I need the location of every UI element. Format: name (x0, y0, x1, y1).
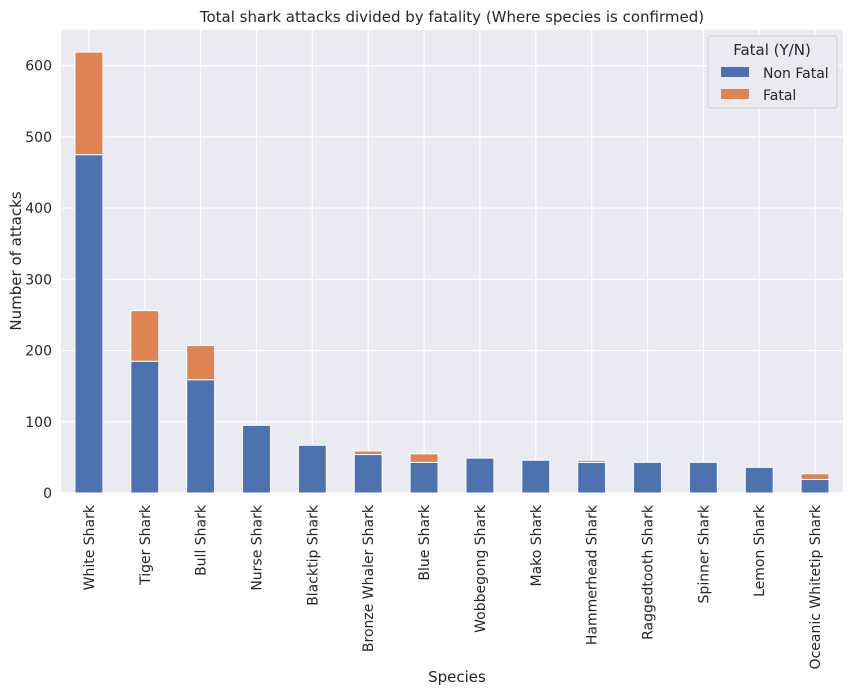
y-tick-label: 200 (25, 344, 52, 360)
x-tick-label: Bronze Whaler Shark (361, 504, 377, 652)
bar-segment-non-fatal (353, 454, 383, 494)
bar-segment-non-fatal (186, 379, 216, 494)
bar-segment-non-fatal (297, 444, 327, 494)
bar-segment-non-fatal (409, 461, 439, 494)
bar-segment-non-fatal (633, 461, 662, 494)
y-tick-label: 600 (25, 59, 52, 75)
x-tick-label: Bull Shark (194, 504, 210, 576)
bar-segment-fatal (353, 450, 383, 456)
bar-segment-fatal (577, 459, 607, 463)
bar-segment-fatal (186, 345, 216, 381)
legend-swatch-fatal (721, 89, 749, 99)
x-axis-tick-labels: White Shark Tiger Shark Bull Shark Nurse Sh… (82, 504, 824, 669)
bar-segment-fatal (409, 453, 439, 463)
bar-segment-non-fatal (521, 459, 551, 494)
bar-segment-non-fatal (242, 424, 271, 494)
bar-segment-fatal (130, 310, 160, 362)
legend-title: Fatal (Y/N) (733, 41, 811, 59)
x-tick-label: Oceanic Whitetip Shark (808, 504, 824, 669)
x-tick-label: Nurse Shark (250, 504, 266, 591)
y-tick-label: 300 (25, 272, 52, 288)
x-tick-label: Blue Shark (417, 504, 433, 581)
chart-title: Total shark attacks divided by fatality … (199, 8, 704, 26)
bars (74, 51, 830, 494)
legend-swatch-non-fatal (721, 67, 749, 77)
y-tick-label: 400 (25, 201, 52, 217)
x-axis-label: Species (428, 668, 486, 686)
legend-label-non-fatal: Non Fatal (763, 66, 829, 82)
bar-segment-fatal (74, 51, 104, 156)
x-tick-label: Lemon Shark (752, 504, 768, 597)
y-tick-label: 100 (25, 415, 52, 431)
y-tick-label: 500 (25, 130, 52, 146)
y-axis-tick-labels: 0 100 200 300 400 500 600 (25, 59, 52, 502)
x-tick-label: Tiger Shark (138, 504, 154, 586)
legend: Fatal (Y/N) Non Fatal Fatal (707, 35, 838, 109)
x-tick-label: Spinner Shark (696, 504, 712, 603)
bar-segment-non-fatal (744, 466, 774, 494)
bar-segment-non-fatal (465, 457, 495, 494)
bar-segment-non-fatal (800, 478, 830, 494)
x-tick-label: White Shark (82, 504, 98, 590)
x-tick-label: Hammerhead Shark (585, 504, 601, 645)
x-tick-label: Blacktip Shark (305, 504, 321, 606)
x-tick-label: Wobbegong Shark (473, 504, 489, 633)
legend-label-fatal: Fatal (763, 88, 796, 104)
bar-segment-non-fatal (577, 461, 607, 494)
bar-segment-non-fatal (74, 154, 104, 494)
bar-segment-non-fatal (688, 461, 718, 494)
y-tick-label: 0 (43, 486, 52, 502)
bar-segment-fatal (800, 473, 830, 480)
x-tick-label: Mako Shark (529, 504, 545, 586)
bar-segment-non-fatal (130, 360, 160, 494)
y-axis-label: Number of attacks (7, 191, 25, 330)
x-tick-label: Raggedtooth Shark (641, 504, 657, 640)
